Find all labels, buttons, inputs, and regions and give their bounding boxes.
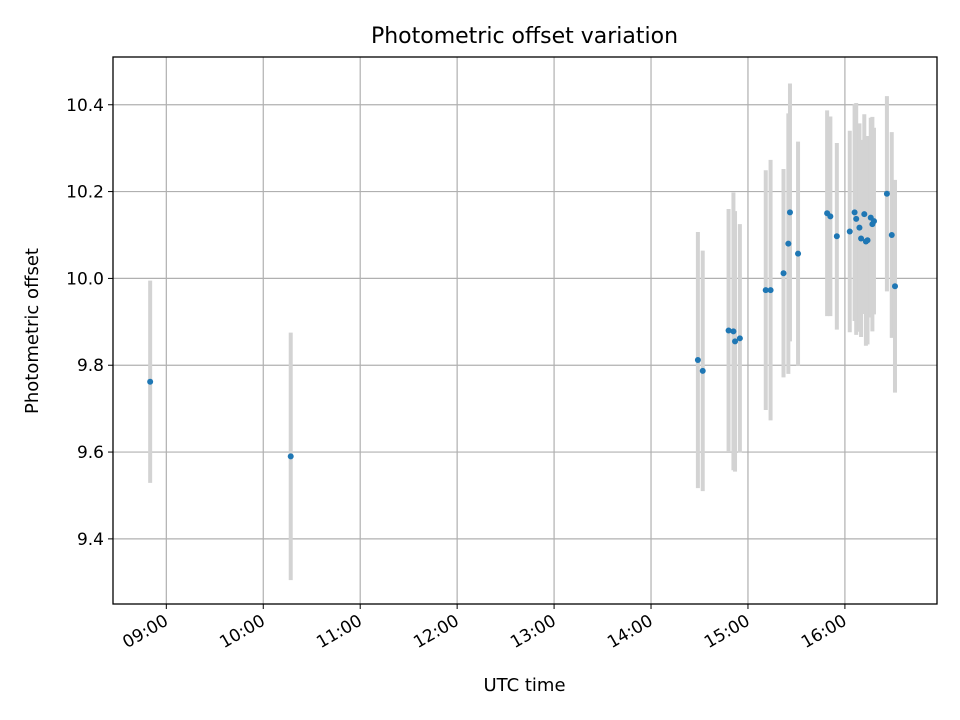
y-tick-label: 9.4: [77, 530, 104, 550]
plot-frame: [112, 56, 938, 605]
data-point: [732, 338, 739, 345]
y-tick-label: 10.4: [66, 96, 104, 116]
x-tick-label: 16:00: [798, 611, 850, 653]
point-layer: [147, 190, 898, 460]
data-point: [795, 250, 802, 257]
data-point: [851, 209, 858, 216]
data-point: [833, 233, 840, 240]
data-point: [725, 327, 732, 334]
data-point: [785, 240, 792, 247]
data-point: [870, 218, 877, 225]
data-point: [147, 378, 154, 385]
data-point: [287, 453, 294, 460]
x-tick-label: 10:00: [216, 611, 268, 653]
errorbar-layer: [148, 83, 897, 581]
x-tick-label: 15:00: [701, 611, 753, 653]
data-point: [858, 235, 865, 242]
data-point: [786, 209, 793, 216]
x-tick-label: 13:00: [507, 611, 559, 653]
x-tick-label: 11:00: [313, 611, 365, 653]
data-point: [767, 287, 774, 294]
data-point: [699, 367, 706, 374]
y-tick-label: 10.2: [66, 183, 104, 203]
x-tick-label: 09:00: [119, 611, 171, 653]
y-tick-label: 9.6: [77, 443, 104, 463]
data-point: [730, 328, 737, 335]
data-point: [888, 231, 895, 238]
data-point: [861, 211, 868, 218]
data-point: [827, 213, 834, 220]
x-tick-label: 14:00: [604, 611, 656, 653]
data-point: [883, 190, 890, 197]
y-axis-label: Photometric offset: [22, 248, 43, 414]
grid-layer: [113, 57, 937, 604]
data-point: [736, 335, 743, 342]
data-point: [864, 237, 871, 244]
data-point: [853, 215, 860, 222]
data-point: [846, 228, 853, 235]
data-point: [780, 270, 787, 277]
data-point: [762, 287, 769, 294]
y-tick-label: 9.8: [77, 356, 104, 376]
data-point: [856, 224, 863, 231]
x-tick-label: 12:00: [410, 611, 462, 653]
x-axis-label: UTC time: [483, 675, 565, 696]
data-point: [694, 357, 701, 364]
chart-title: Photometric offset variation: [371, 24, 678, 49]
data-point: [891, 283, 898, 290]
y-tick-label: 10.0: [66, 269, 104, 289]
